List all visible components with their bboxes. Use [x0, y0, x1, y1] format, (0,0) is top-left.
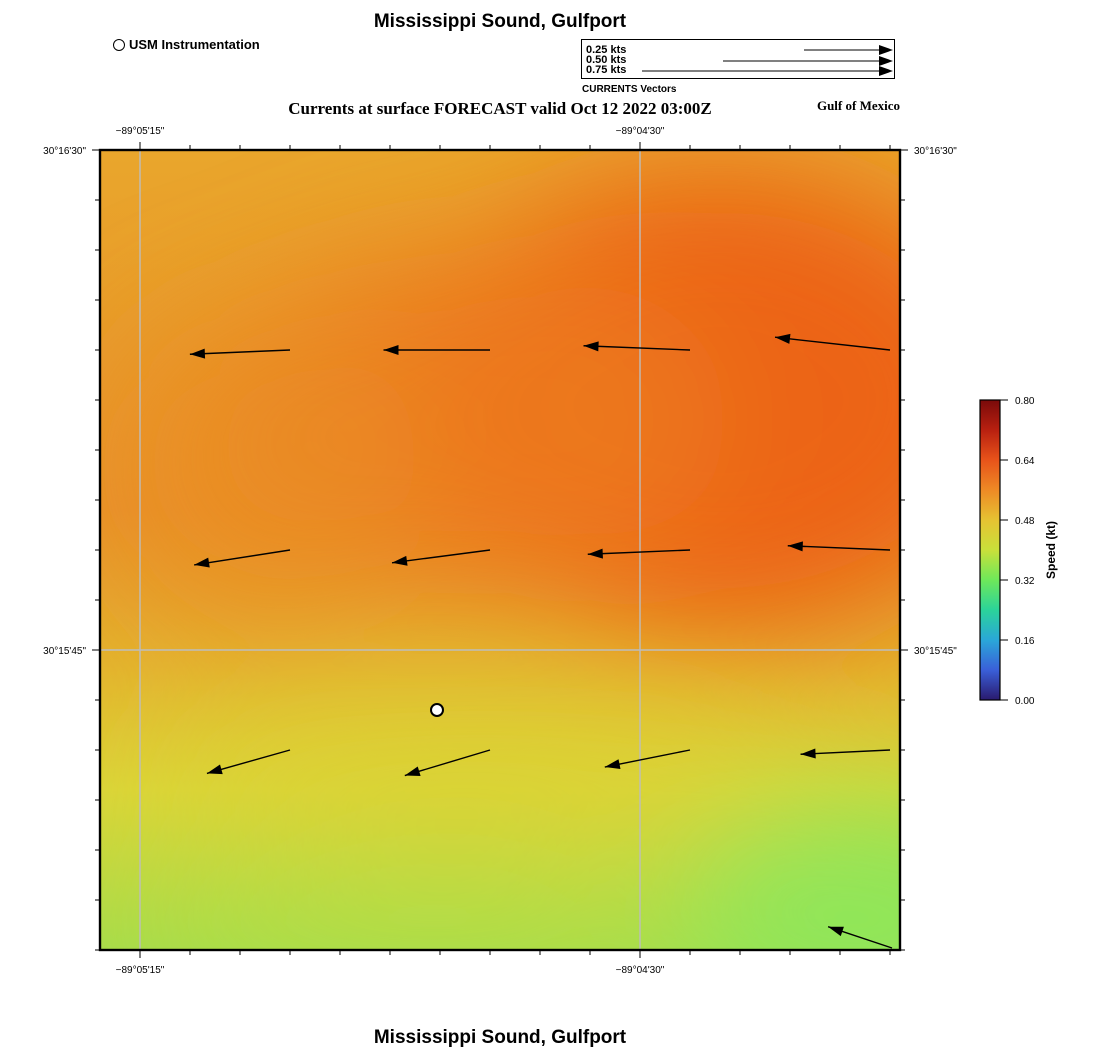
- tick-labels: −89°05'15" −89°04'30" −89°05'15" −89°04'…: [43, 126, 957, 976]
- map-title: Mississippi Sound, Gulfport: [373, 11, 627, 32]
- vector-scale-label-075: 0.75 kts: [586, 64, 627, 76]
- current-vector-edge-head: [828, 926, 844, 937]
- lon-tick-bottom-1: −89°05'15": [116, 965, 165, 976]
- station-legend-label: USM Instrumentation: [129, 37, 260, 52]
- vector-scale-head-025: [879, 45, 893, 55]
- vector-scale-label-050: 0.50 kts: [586, 54, 627, 66]
- lat-tick-left-1: 30°16'30": [43, 146, 86, 157]
- colorbar-title: Speed (kt): [1044, 521, 1058, 579]
- vector-legend-caption: CURRENTS Vectors: [582, 84, 677, 95]
- current-vector-r2-c3-shaft: [587, 549, 691, 555]
- current-vector-r1-c3-shaft: [583, 345, 691, 351]
- speed-field: [100, 150, 900, 950]
- colorbar-tick-064: 0.64: [1015, 456, 1035, 467]
- current-vector-r1-c4-head: [774, 333, 791, 344]
- lon-tick-bottom-2: −89°04'30": [616, 965, 665, 976]
- current-vector-r2-c4-shaft: [787, 545, 891, 551]
- map-ticks: [92, 142, 908, 958]
- lat-tick-left-2: 30°15'45": [43, 646, 86, 657]
- station-legend: USM Instrumentation: [113, 37, 260, 52]
- current-vector-r2-c2-shaft: [391, 549, 491, 564]
- colorbar-gradient: [979, 399, 1001, 701]
- colorbar-tick-000: 0.00: [1015, 696, 1035, 707]
- map-subtitle: Currents at surface FORECAST valid Oct 1…: [288, 99, 712, 118]
- current-vector-r3-c4-head: [800, 748, 816, 759]
- current-vector-r3-c3-head: [604, 759, 621, 770]
- current-vector-r1-c1-shaft: [189, 349, 291, 355]
- current-vector-r3-c1-head: [206, 764, 223, 775]
- colorbar-tick-080: 0.80: [1015, 396, 1035, 407]
- lon-tick-top-2: −89°04'30": [616, 126, 665, 137]
- current-vector-r1-c4-shaft: [774, 336, 891, 351]
- colorbar-tick-016: 0.16: [1015, 636, 1035, 647]
- station-circle-icon: [113, 38, 125, 51]
- lon-tick-top-1: −89°05'15": [116, 126, 165, 137]
- current-vector-r1-c1-head: [189, 348, 206, 359]
- current-vectors: [189, 333, 893, 949]
- current-vector-r3-c2-head: [404, 766, 421, 777]
- colorbar-tick-032: 0.32: [1015, 576, 1035, 587]
- vector-scale-legend: 0.25 kts 0.50 kts 0.75 kts: [581, 39, 895, 79]
- current-vector-r1-c2-head: [383, 345, 399, 355]
- current-vector-r2-c2-head: [392, 555, 408, 566]
- colorbar-tick-048: 0.48: [1015, 516, 1035, 527]
- lat-tick-right-2: 30°15'45": [914, 646, 957, 657]
- map-footer-title: Mississippi Sound, Gulfport: [373, 1027, 627, 1048]
- current-vector-r2-c4-head: [787, 541, 803, 552]
- vector-scale-head-050: [879, 56, 893, 66]
- current-vector-r2-c3-head: [587, 548, 603, 559]
- usm-station-marker[interactable]: [430, 703, 444, 717]
- lat-tick-right-1: 30°16'30": [914, 146, 957, 157]
- current-vector-r1-c3-head: [583, 341, 599, 352]
- vector-scale-label-025: 0.25 kts: [586, 44, 627, 56]
- speed-colorbar: 0.80 0.64 0.48 0.32 0.16 0.00 Speed (kt): [979, 396, 1058, 707]
- current-vector-r2-c1-shaft: [194, 549, 291, 566]
- region-label: Gulf of Mexico: [816, 98, 900, 113]
- current-vector-r2-c1-head: [194, 557, 210, 568]
- vector-scale-arrows: [642, 45, 893, 76]
- vector-scale-head-075: [879, 66, 893, 76]
- graticule: [100, 150, 900, 950]
